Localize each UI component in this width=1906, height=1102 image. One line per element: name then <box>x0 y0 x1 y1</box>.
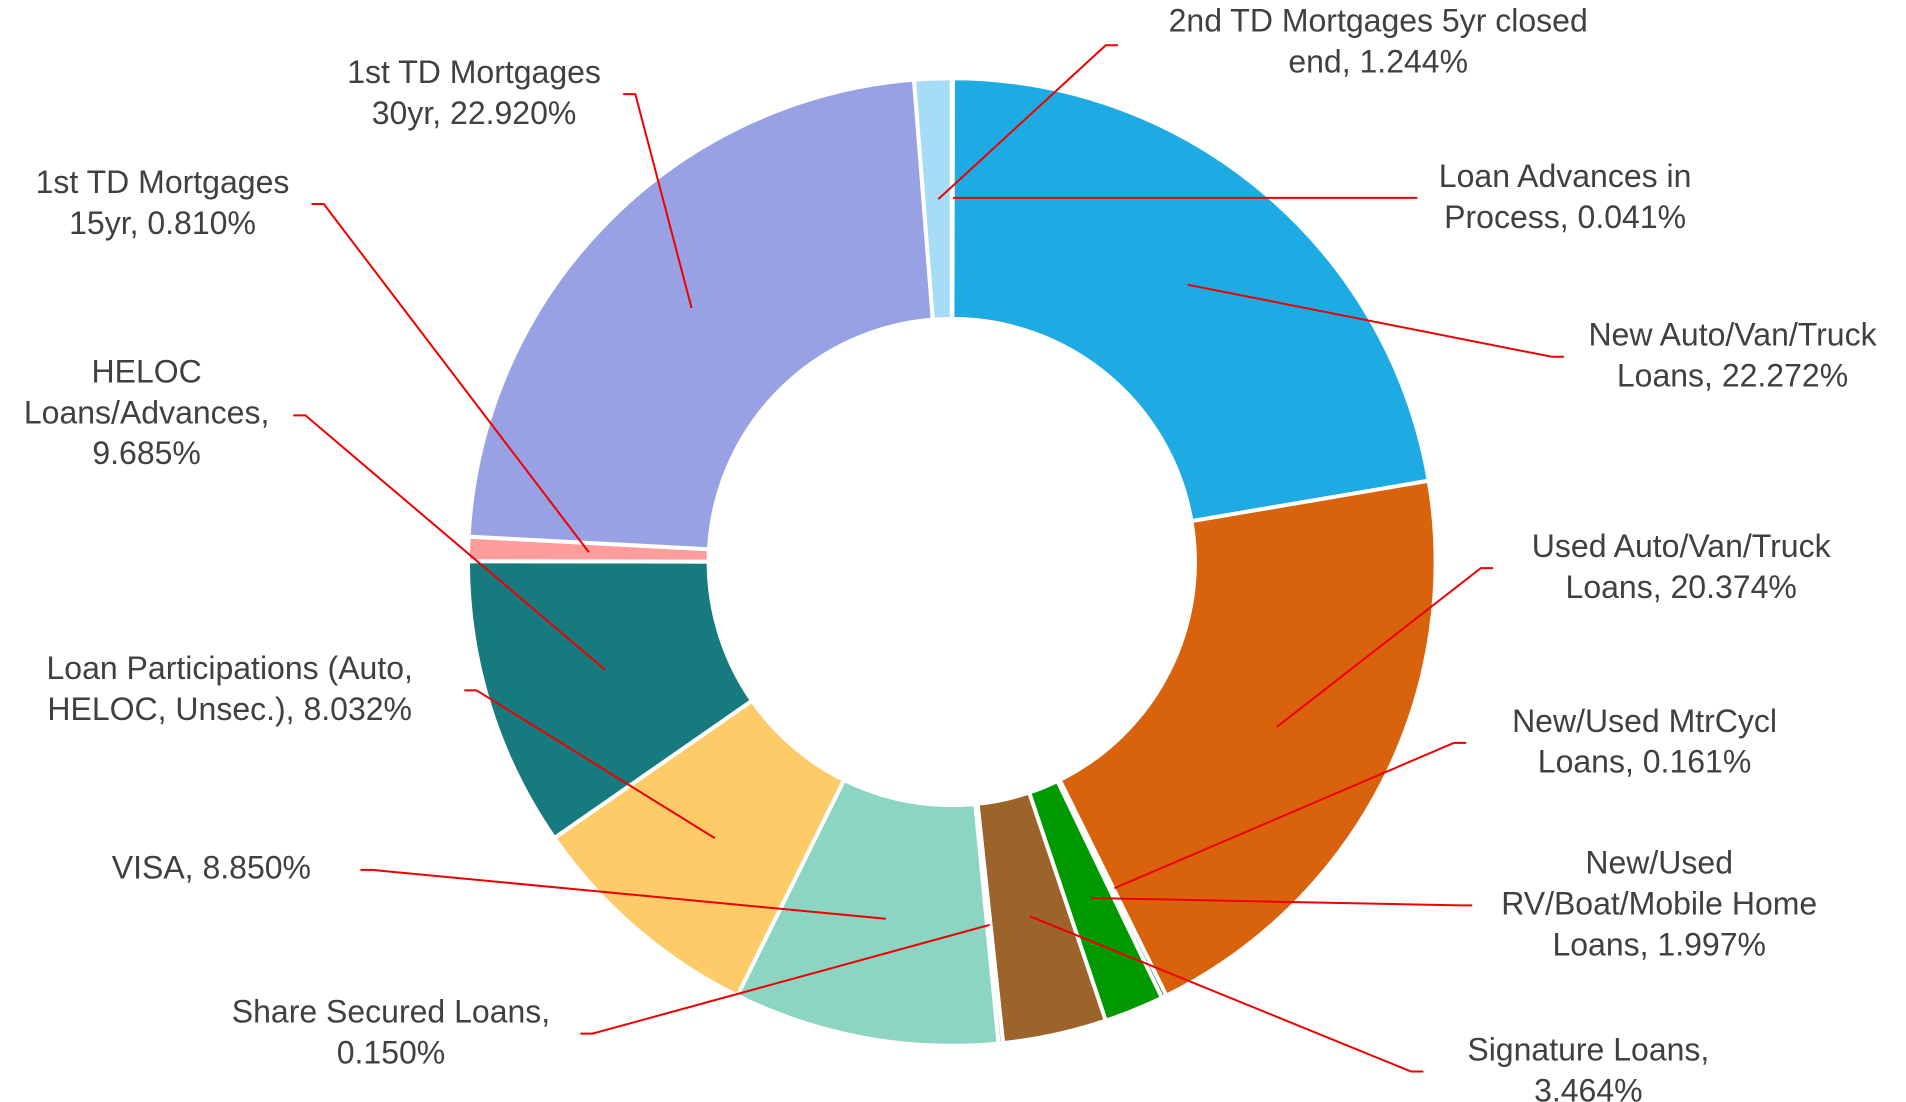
leader-line <box>1113 741 1467 890</box>
leader-line <box>937 44 1118 200</box>
data-label: 30yr, 22.920% <box>372 95 577 131</box>
data-label: Signature Loans, <box>1467 1031 1709 1067</box>
data-label: 9.685% <box>92 435 201 471</box>
leader-line <box>1276 567 1494 728</box>
leader-line <box>360 868 886 920</box>
donut-slice <box>466 77 935 552</box>
data-label: New/Used <box>1585 844 1733 880</box>
leader-line <box>1091 897 1473 907</box>
data-label: Loan Advances in <box>1439 158 1692 194</box>
data-label: 0.150% <box>337 1034 446 1070</box>
data-label: 1st TD Mortgages <box>36 164 290 200</box>
donut-slice <box>950 76 1432 524</box>
data-label: Loans, 22.272% <box>1617 358 1848 394</box>
data-label: Loans, 0.161% <box>1538 744 1752 780</box>
data-label: New/Used MtrCycl <box>1512 703 1777 739</box>
leader-line <box>1029 915 1424 1073</box>
leader-line <box>623 93 693 309</box>
data-label: Process, 0.041% <box>1444 199 1686 235</box>
data-label: VISA, 8.850% <box>112 849 311 885</box>
leader-line <box>293 414 606 671</box>
data-label: RV/Boat/Mobile Home <box>1501 885 1817 921</box>
data-label: Used Auto/Van/Truck <box>1532 528 1832 564</box>
data-label: 2nd TD Mortgages 5yr closed <box>1169 3 1588 39</box>
data-label: Loan Participations (Auto, <box>46 650 412 686</box>
data-label: 15yr, 0.810% <box>69 205 256 241</box>
data-label: HELOC, Unsec.), 8.032% <box>47 691 412 727</box>
data-label: Loans, 20.374% <box>1566 569 1797 605</box>
data-label: Loans, 1.997% <box>1552 926 1766 962</box>
donut-slice <box>465 559 755 841</box>
leader-line <box>464 689 716 840</box>
data-label: New Auto/Van/Truck <box>1588 317 1877 353</box>
data-label: end, 1.244% <box>1288 44 1468 80</box>
donut-slice <box>911 76 954 322</box>
data-label: 1st TD Mortgages <box>347 54 601 90</box>
leader-line <box>580 923 990 1035</box>
data-label: Loans/Advances, <box>24 394 270 430</box>
data-label: HELOC <box>91 353 201 389</box>
leader-line <box>1187 283 1564 358</box>
donut-slice <box>1056 478 1438 999</box>
data-label: Share Secured Loans, <box>232 994 550 1030</box>
leader-line <box>311 203 590 553</box>
data-label: 3.464% <box>1534 1072 1643 1102</box>
